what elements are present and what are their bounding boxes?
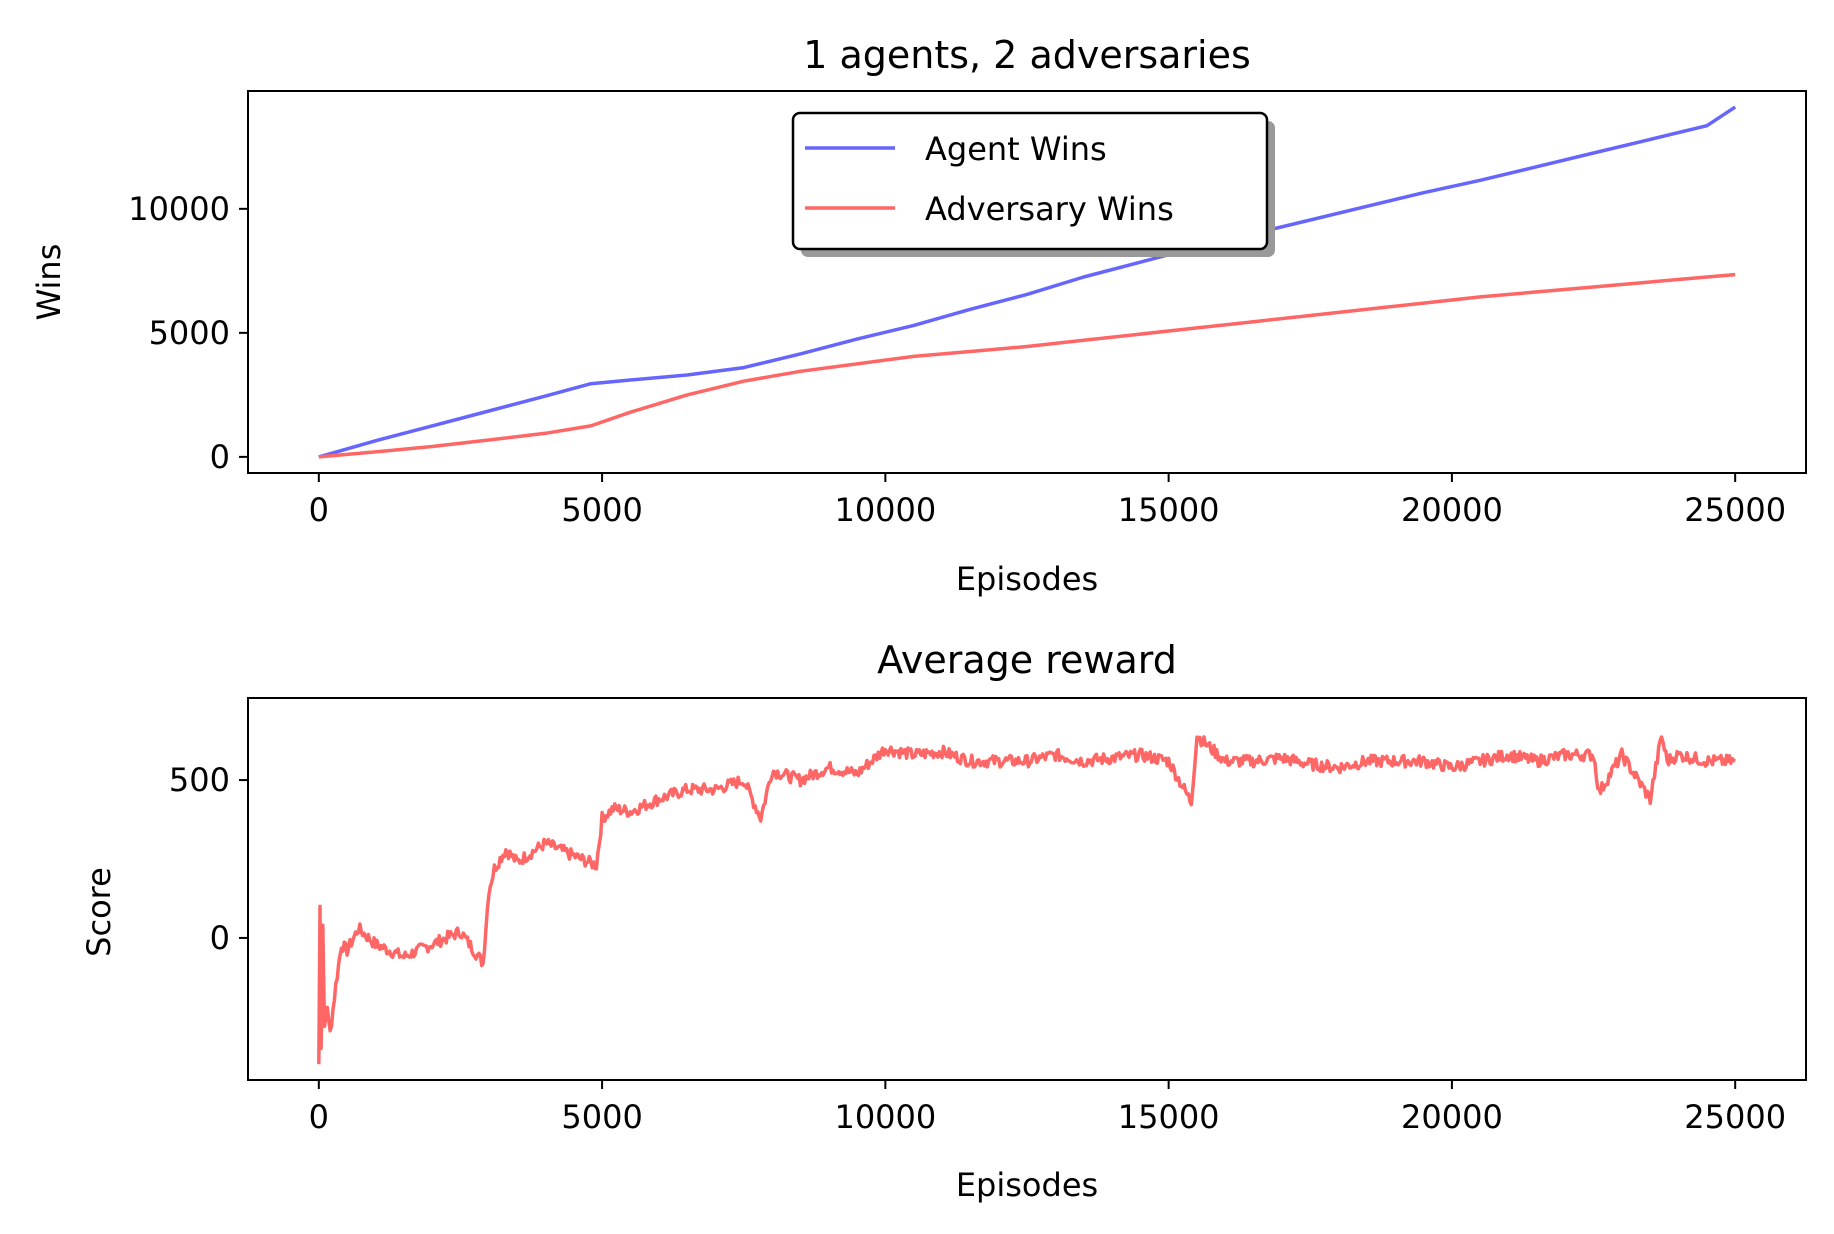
top-axes-frame (247, 90, 1807, 474)
x-tick-label: 25000 (1684, 1098, 1786, 1136)
legend-label-adversary-wins: Adversary Wins (925, 190, 1174, 228)
y-tick-label: 10000 (128, 190, 230, 228)
bottom-axes-frame (247, 697, 1807, 1081)
x-tick-label: 0 (309, 491, 329, 529)
legend-label-agent-wins: Agent Wins (925, 130, 1107, 168)
y-tick-label: 500 (169, 761, 230, 799)
x-tick-label: 15000 (1118, 491, 1220, 529)
top-plot-area: 0 5000 10000 15000 20000 25000 0 5000 10000 (128, 105, 1786, 529)
top-y-axis-label: Wins (30, 244, 68, 321)
x-tick-label: 5000 (561, 491, 642, 529)
top-x-axis-label: Episodes (956, 560, 1098, 598)
bottom-y-axis-label: Score (80, 867, 118, 957)
x-tick-label: 10000 (834, 491, 936, 529)
x-tick-label: 10000 (834, 1098, 936, 1136)
y-tick-label: 0 (210, 919, 230, 957)
y-tick-label: 5000 (149, 314, 230, 352)
y-tick-label: 0 (210, 438, 230, 476)
bottom-chart-title: Average reward (877, 638, 1177, 682)
series-line-adversary-wins (318, 272, 1736, 459)
x-tick-label: 0 (309, 1098, 329, 1136)
bottom-subplot: Average reward 0 5000 10000 15000 20000 25000… (80, 638, 1807, 1204)
top-chart-title: 1 agents, 2 adversaries (803, 33, 1251, 77)
x-tick-label: 20000 (1401, 491, 1503, 529)
x-tick-label: 20000 (1401, 1098, 1503, 1136)
series-line-agent-wins (318, 105, 1737, 459)
top-subplot: 1 agents, 2 adversaries 0 5000 10000 15000 2… (30, 33, 1807, 598)
bottom-x-axis-label: Episodes (956, 1166, 1098, 1204)
series-line-score (317, 735, 1736, 1065)
bottom-plot-area: 0 5000 10000 15000 20000 25000 0 500 (169, 735, 1786, 1136)
x-tick-label: 25000 (1684, 491, 1786, 529)
top-legend: Agent Wins Adversary Wins (791, 111, 1275, 257)
x-tick-label: 5000 (561, 1098, 642, 1136)
legend-box (791, 111, 1269, 251)
x-tick-label: 15000 (1118, 1098, 1220, 1136)
